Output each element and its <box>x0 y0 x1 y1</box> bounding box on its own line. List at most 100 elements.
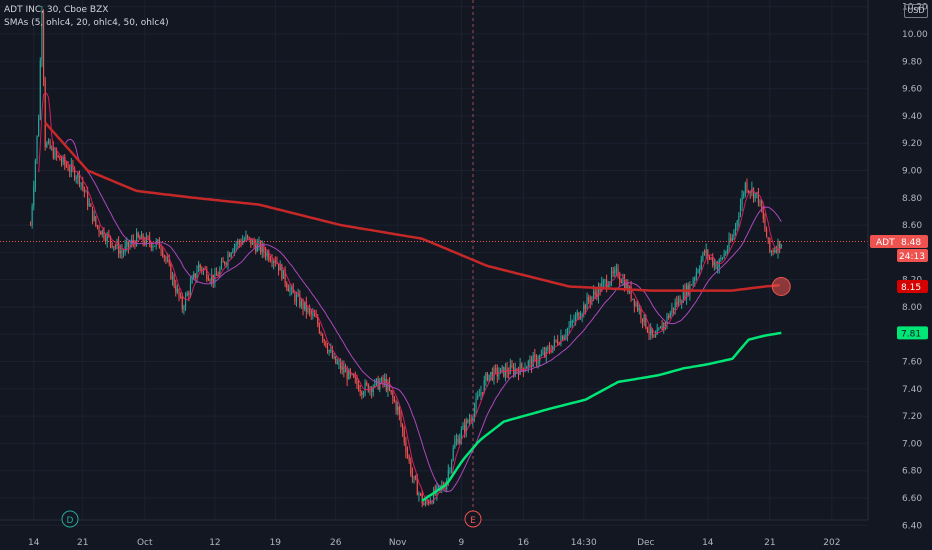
candle-body <box>620 280 622 284</box>
candle-body <box>147 236 149 238</box>
candle-body <box>748 190 750 192</box>
candle-body <box>331 349 334 358</box>
price-axis[interactable] <box>868 0 932 550</box>
candle-body <box>597 286 600 298</box>
time-axis-ticks[interactable]: 14 21 Oct 12 19 26 Nov 9 16 14:30 Dec 14 21 202 <box>28 538 840 548</box>
candle-body <box>362 392 365 395</box>
candle-body <box>69 170 71 172</box>
candle-body <box>563 336 565 340</box>
candle-body <box>499 368 502 374</box>
candle-body <box>627 283 629 293</box>
candle-body <box>162 250 164 257</box>
candle-body <box>426 499 428 502</box>
price-tick-label: 10.20 <box>902 3 928 13</box>
candle-body <box>140 234 143 240</box>
candle-body <box>88 203 90 206</box>
candle-body <box>413 476 415 478</box>
candle-body <box>78 172 81 184</box>
candle-body <box>419 493 422 495</box>
candle-body <box>212 274 214 283</box>
candle-body <box>47 141 50 144</box>
candle-body <box>366 382 368 385</box>
candle-body <box>176 289 178 293</box>
candle-body <box>287 287 289 292</box>
dividend-event-circle[interactable] <box>61 510 79 528</box>
candle-body <box>565 334 567 337</box>
candle-body <box>193 273 195 278</box>
price-tick-label: 9.40 <box>902 112 922 122</box>
candle-body <box>398 406 400 415</box>
candle-body <box>38 119 40 136</box>
candle-body <box>496 368 498 377</box>
candle-body <box>661 326 663 331</box>
candle-body <box>353 374 355 378</box>
candle-body <box>320 332 322 335</box>
candle-body <box>186 293 188 296</box>
sma-slow-tag[interactable]: 8.15 <box>897 279 928 293</box>
earnings-event[interactable]: E <box>464 510 482 528</box>
candle-body <box>56 150 58 156</box>
time-tick-label: 12 <box>209 538 220 548</box>
candle-body <box>433 489 435 503</box>
sma-5-line[interactable] <box>38 91 782 503</box>
candle-body <box>188 293 190 295</box>
candle-body <box>699 268 701 271</box>
candle-body <box>774 250 776 252</box>
candle-body <box>736 220 738 225</box>
candle-body <box>238 240 240 243</box>
candle-body <box>402 424 404 432</box>
chart-legend[interactable]: ADT INC, 30, Cboe BZX SMAs (5, ohlc4, 20… <box>4 4 169 30</box>
candle-body <box>382 377 384 383</box>
currency-badge[interactable]: USD <box>904 4 928 18</box>
candle-body <box>286 283 288 288</box>
sma-20-line[interactable] <box>64 138 782 493</box>
candle-body <box>129 244 131 248</box>
candle-body <box>770 250 773 252</box>
candle-body <box>705 250 707 254</box>
price-marker[interactable] <box>771 276 791 296</box>
candle-body <box>545 347 547 357</box>
candle-body <box>555 339 557 341</box>
candle-body <box>170 263 172 279</box>
symbol-legend[interactable]: ADT INC, 30, Cboe BZX <box>4 5 109 15</box>
candle-body <box>374 380 376 388</box>
candle-body <box>772 250 774 252</box>
candle-body <box>307 308 309 312</box>
candle-body <box>539 355 541 362</box>
candle-body <box>93 216 95 221</box>
candle-body <box>415 476 417 480</box>
candle-body <box>232 250 234 254</box>
price-tick-label: 6.80 <box>902 467 922 477</box>
candle-body <box>371 387 373 392</box>
candle-body <box>744 182 746 194</box>
candle-body <box>395 401 397 411</box>
candle-body <box>638 308 640 311</box>
candle-body <box>460 429 462 439</box>
sma-green-tag[interactable]: 7.81 <box>897 326 928 340</box>
sma-legend[interactable]: SMAs (5, ohlc4, 20, ohlc4, 50, ohlc4) <box>4 18 169 28</box>
candle-body <box>134 242 136 246</box>
dividend-event[interactable]: D <box>61 510 79 528</box>
candle-body <box>746 182 748 191</box>
candle-body <box>464 425 466 432</box>
last-price-tag[interactable]: ADT 8.48 <box>870 234 928 248</box>
candle-body <box>109 236 112 243</box>
candle-body <box>717 266 719 269</box>
candle-body <box>168 259 170 264</box>
candle-body <box>52 147 54 159</box>
time-tick-label: 9 <box>459 538 465 548</box>
earnings-event-circle[interactable] <box>464 510 482 528</box>
candle-body <box>606 280 608 288</box>
sma-green-line[interactable] <box>421 331 782 502</box>
candle-body <box>54 150 56 159</box>
sma-slow-line[interactable] <box>44 121 780 292</box>
candle-body <box>397 406 399 411</box>
candle-body <box>264 252 267 257</box>
candle-body <box>529 359 531 362</box>
candle-body <box>82 182 84 188</box>
price-tick-label: 6.40 <box>902 521 922 531</box>
candle-body <box>354 377 356 379</box>
candle-body <box>59 156 61 161</box>
candle-body <box>731 237 733 241</box>
